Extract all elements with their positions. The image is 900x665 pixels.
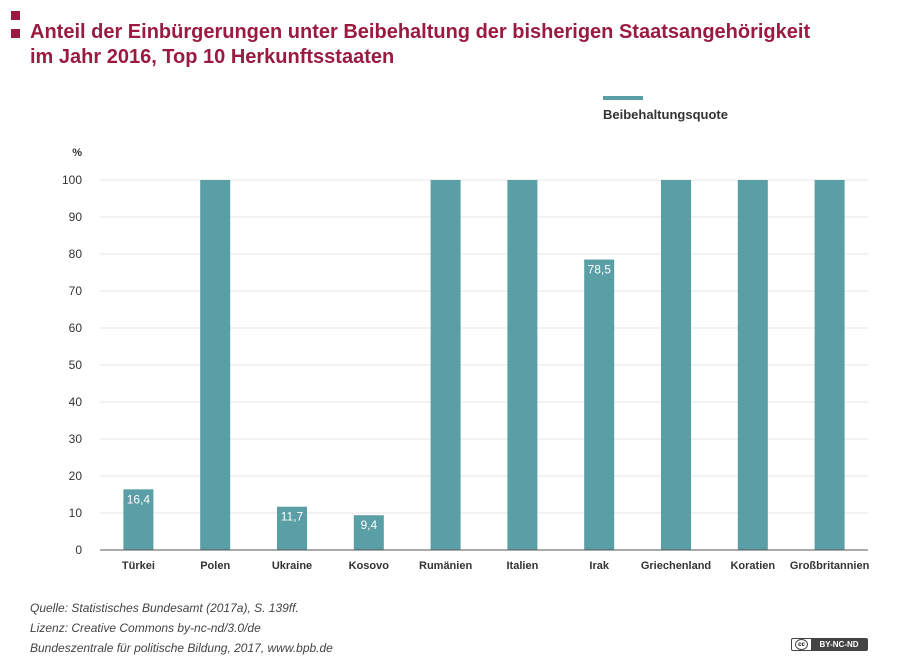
x-tick-label: Kosovo xyxy=(349,560,390,572)
chart-title-line-1: Anteil der Einbürgerungen unter Beibehal… xyxy=(30,21,811,43)
chart-footer: Quelle: Statistisches Bundesamt (2017a),… xyxy=(30,598,333,658)
x-tick-label: Rumänien xyxy=(419,560,472,572)
accent-square-title xyxy=(11,29,20,38)
bar xyxy=(661,180,691,550)
bar xyxy=(123,489,154,550)
bar-chart: 0 10 20 30 40 50 60 70 80 90 100% 16,4 Türkei Polen 11… xyxy=(62,96,870,572)
bar xyxy=(584,259,615,550)
publisher-note: Bundeszentrale für politische Bildung, 2… xyxy=(30,641,333,655)
source-note: Quelle: Statistisches Bundesamt (2017a),… xyxy=(30,601,299,615)
bar xyxy=(814,180,845,550)
y-tick-label: 60 xyxy=(69,321,83,335)
x-tick-label: Irak xyxy=(589,560,609,572)
y-tick-label: 90 xyxy=(69,210,83,224)
y-tick-label: 100 xyxy=(62,173,82,187)
y-tick-label: 50 xyxy=(69,358,83,372)
accent-square-top xyxy=(11,11,20,20)
license-note: Lizenz: Creative Commons by-nc-nd/3.0/de xyxy=(30,621,261,635)
x-tick-label: Ukraine xyxy=(272,560,312,572)
cc-icon: cc xyxy=(795,639,808,650)
y-tick-label: 0 xyxy=(75,543,82,557)
legend-label: Beibehaltungsquote xyxy=(603,107,728,122)
chart-title-line-2: im Jahr 2016, Top 10 Herkunftsstaaten xyxy=(30,46,395,68)
x-tick-label: Polen xyxy=(200,560,230,572)
bar xyxy=(430,180,461,550)
x-tick-label: Griechenland xyxy=(641,560,711,572)
legend-swatch xyxy=(603,96,643,100)
y-axis-unit: % xyxy=(72,147,82,159)
cc-license-text: BY-NC-ND xyxy=(811,639,867,650)
y-tick-label: 10 xyxy=(69,506,83,520)
y-tick-label: 80 xyxy=(69,247,83,261)
bar-data-label: 78,5 xyxy=(588,263,612,277)
bar xyxy=(737,180,768,550)
chart-title: Anteil der Einbürgerungen unter Beibehal… xyxy=(30,20,890,70)
x-tick-label: Koratien xyxy=(730,560,775,572)
bar-data-label: 16,4 xyxy=(127,492,151,506)
bar-data-label: 9,4 xyxy=(360,518,377,532)
x-tick-label: Türkei xyxy=(122,560,155,572)
bar xyxy=(277,506,307,550)
y-tick-label: 30 xyxy=(69,432,83,446)
bar xyxy=(200,180,231,550)
y-tick-label: 70 xyxy=(69,284,83,298)
y-tick-label: 40 xyxy=(69,395,83,409)
bar-data-label: 11,7 xyxy=(281,510,304,524)
y-tick-label: 20 xyxy=(69,469,83,483)
x-tick-label: Italien xyxy=(507,560,539,572)
cc-license-badge: cc BY-NC-ND xyxy=(791,638,868,651)
x-tick-label: Großbritannien xyxy=(790,560,870,572)
bar xyxy=(507,180,538,550)
bar xyxy=(353,515,384,550)
